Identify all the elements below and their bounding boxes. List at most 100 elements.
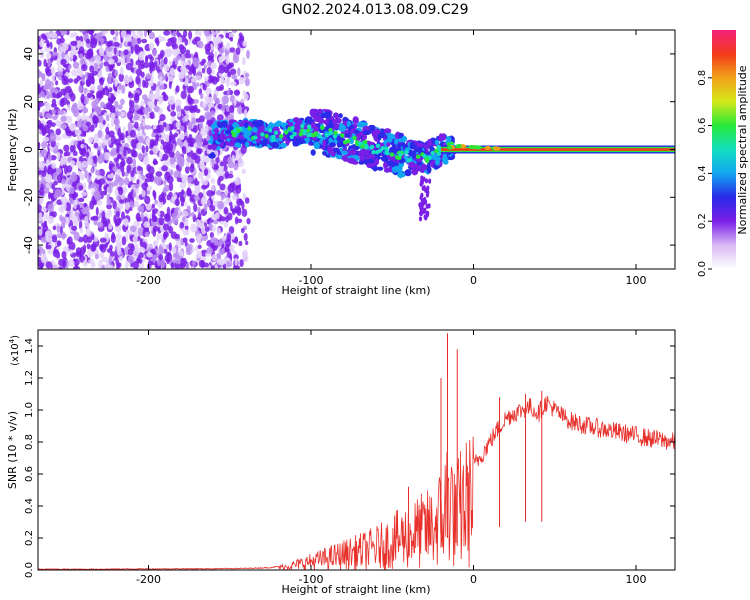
noise-blob (100, 101, 106, 109)
noise-blob (199, 163, 205, 170)
noise-blob (71, 174, 77, 182)
noise-blob (45, 66, 50, 74)
noise-blob (236, 79, 240, 86)
ridge-peak (302, 131, 307, 136)
noise-blob (137, 255, 141, 263)
noise-blob (39, 40, 44, 48)
colorbar-tick-label: 0.8 (697, 70, 708, 86)
noise-blob (101, 30, 109, 35)
ridge-blob (304, 137, 311, 142)
noise-blob (183, 30, 188, 38)
noise-blob (93, 155, 98, 164)
ridge-blob (304, 119, 312, 124)
ridge-blob (210, 144, 218, 150)
noise-blob (208, 52, 215, 61)
noise-blob (220, 54, 226, 60)
noise-blob (229, 201, 233, 207)
noise-blob (119, 42, 123, 49)
noise-blob (158, 37, 163, 42)
noise-blob (246, 218, 251, 225)
noise-blob (69, 249, 74, 255)
noise-blob (198, 115, 205, 123)
noise-blob (244, 72, 250, 78)
noise-blob (108, 58, 115, 65)
ridge-blob (431, 153, 437, 160)
noise-blob (204, 226, 210, 233)
spectrogram-ylabel: Frequency (Hz) (6, 109, 19, 192)
noise-blob (220, 216, 227, 222)
noise-blob (109, 251, 115, 257)
noise-blob (63, 201, 67, 211)
noise-blob (174, 99, 182, 108)
noise-blob (143, 62, 150, 69)
ridge-blob (295, 119, 303, 124)
ridge-blob (322, 151, 327, 156)
noise-blob (133, 200, 139, 207)
noise-blob (122, 218, 129, 226)
noise-blob (206, 60, 212, 67)
noise-blob (146, 252, 153, 258)
noise-blob (154, 199, 158, 205)
noise-blob (75, 35, 81, 41)
snr-ylabel: SNR (10 * v/v) (6, 411, 19, 489)
noise-blob (178, 263, 186, 269)
noise-blob (56, 167, 62, 174)
noise-blob (142, 79, 146, 88)
noise-blob (38, 71, 43, 76)
noise-blob (130, 170, 135, 178)
noise-blob (215, 77, 220, 83)
noise-blob (86, 243, 91, 250)
noise-blob (215, 36, 223, 44)
noise-blob (51, 235, 58, 243)
ridge-blob (310, 122, 317, 129)
ridge-blob (424, 187, 428, 193)
noise-blob (198, 140, 203, 148)
noise-blob (50, 66, 56, 75)
noise-blob (148, 31, 155, 40)
noise-blob (227, 71, 232, 78)
noise-blob (133, 94, 140, 104)
noise-blob (136, 142, 143, 150)
noise-blob (189, 105, 195, 113)
noise-blob (158, 254, 164, 261)
noise-blob (240, 145, 247, 155)
noise-blob (225, 55, 230, 65)
noise-blob (219, 183, 226, 191)
noise-blob (155, 133, 159, 142)
noise-blob (200, 127, 208, 137)
ridge-blob (317, 108, 324, 115)
noise-blob (74, 129, 82, 136)
noise-blob (39, 129, 43, 135)
ridge-peak (363, 139, 368, 145)
noise-blob (177, 36, 183, 44)
noise-blob (173, 253, 180, 259)
noise-blob (153, 240, 159, 245)
ridge-peak (369, 144, 375, 150)
noise-blob (216, 190, 222, 196)
noise-blob (118, 73, 125, 82)
noise-blob (189, 238, 195, 243)
noise-blob (43, 220, 48, 226)
ridge-peak (328, 130, 334, 136)
noise-blob (211, 213, 218, 221)
ridge-blob (389, 146, 394, 155)
noise-blob (185, 243, 192, 253)
noise-blob (177, 208, 182, 218)
noise-blob (99, 252, 105, 259)
noise-blob (52, 88, 59, 93)
noise-blob (190, 77, 197, 83)
noise-blob (182, 210, 189, 217)
noise-blob (46, 236, 53, 243)
noise-blob (98, 47, 105, 57)
noise-blob (231, 30, 238, 33)
noise-blob (130, 58, 134, 67)
y-tick-label: 0 (22, 146, 35, 153)
ridge-blob (426, 138, 433, 147)
noise-blob (118, 187, 124, 196)
noise-blob (92, 215, 99, 221)
noise-blob (237, 106, 243, 115)
carrier-band-core (441, 148, 675, 151)
noise-blob (65, 259, 69, 269)
ridge-blob (418, 216, 423, 222)
ridge-blob (428, 178, 432, 184)
